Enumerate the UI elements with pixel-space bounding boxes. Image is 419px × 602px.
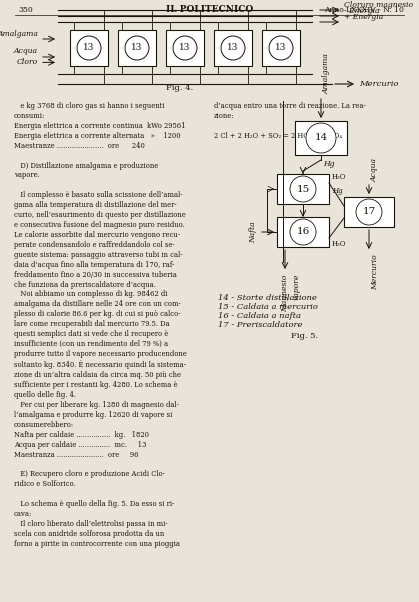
Text: 17 - Preriscaldatore: 17 - Preriscaldatore [218,321,303,329]
Text: H₂O: H₂O [332,173,347,181]
Text: 14 - Storte distillazione: 14 - Storte distillazione [218,294,317,302]
Circle shape [356,199,382,225]
Text: Cloro: Cloro [17,58,38,66]
Text: 15: 15 [296,184,310,193]
Bar [118,30,156,66]
Text: Mercurio: Mercurio [371,254,379,290]
Text: 16 - Caldaia a nafta: 16 - Caldaia a nafta [218,312,301,320]
Text: Mercurio: Mercurio [359,80,398,88]
Circle shape [290,176,316,202]
Text: IL POLITECNICO: IL POLITECNICO [166,5,253,14]
Text: d’acqua entro una torre di reazione. La rea-
zione:

2 Cl + 2 H₂O + SO₂ = 2 HCl : d’acqua entro una torre di reazione. La … [214,102,366,140]
Text: 16: 16 [296,228,310,237]
Text: + Energia: + Energia [344,13,383,21]
Circle shape [173,36,197,60]
Bar [277,217,329,247]
Text: Acqua: Acqua [14,47,38,55]
Bar [262,30,300,66]
Text: 13: 13 [179,43,191,52]
Text: 15 - Caldaia a mercurio: 15 - Caldaia a mercurio [218,303,318,311]
Text: Fig. 4.: Fig. 4. [166,84,193,92]
Text: Cloruro magnesio: Cloruro magnesio [344,1,413,9]
Circle shape [306,123,336,153]
Bar [166,30,204,66]
Text: 350: 350 [18,6,33,14]
Bar [214,30,252,66]
Circle shape [221,36,245,60]
Text: 14: 14 [314,134,328,143]
Text: 13: 13 [83,43,95,52]
Text: Amalgama: Amalgama [323,53,331,94]
Circle shape [125,36,149,60]
Text: Amalgama: Amalgama [0,30,38,38]
Text: Nafta: Nafta [249,221,257,243]
Text: - Energia: - Energia [344,7,380,15]
Text: vapore: vapore [293,274,301,300]
Circle shape [269,36,293,60]
Text: H₂O: H₂O [332,240,347,248]
Text: Hg: Hg [323,161,334,169]
Text: Acqua: Acqua [371,158,379,182]
Text: Magnesio: Magnesio [281,274,289,311]
Bar [295,121,347,155]
Text: 17: 17 [362,208,375,217]
Text: 13: 13 [228,43,239,52]
Bar [344,197,394,227]
Text: Fig. 5.: Fig. 5. [292,332,318,340]
Bar [277,174,329,204]
Text: Anno LXXXIV - N. 10: Anno LXXXIV - N. 10 [324,6,404,14]
Text: e kg 3768 di cloro gas si hanno i seguenti
consumi:
Energia elettrica a corrente: e kg 3768 di cloro gas si hanno i seguen… [14,102,187,548]
Circle shape [77,36,101,60]
Circle shape [290,219,316,245]
Text: 13: 13 [131,43,143,52]
Text: 13: 13 [275,43,287,52]
Text: Hg: Hg [332,187,343,195]
Bar [70,30,108,66]
